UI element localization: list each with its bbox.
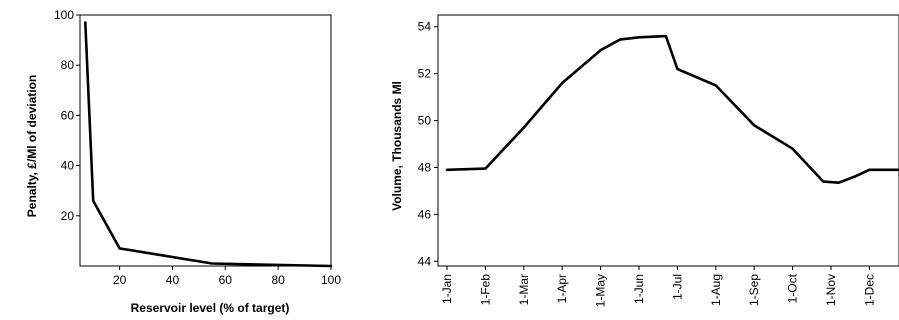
x-tick-label: 1-Apr: [555, 274, 569, 303]
y-tick-label: 52: [418, 67, 432, 81]
y-tick-label: 54: [418, 20, 432, 34]
x-tick-label: 1-Dec: [862, 274, 876, 306]
x-tick-label: 80: [271, 273, 285, 287]
x-ticks-volume: 1-Jan 1-Feb 1-Mar 1-Apr 1-May 1-Jun 1-Jul 1-Aug…: [440, 266, 876, 307]
y-ticks-penalty: 20 40 60 80 100: [54, 8, 80, 223]
x-tick-label: 1-Jun: [632, 274, 646, 304]
y-tick-label: 46: [418, 207, 432, 221]
plot-frame-penalty: [79, 14, 332, 267]
x-tick-label: 20: [113, 273, 127, 287]
x-tick-label: 1-Oct: [786, 273, 800, 303]
y-tick-label: 48: [418, 160, 432, 174]
x-tick-label: 1-Nov: [824, 274, 838, 306]
x-tick-label: 1-Mar: [517, 274, 531, 305]
volume-curve: [445, 34, 899, 184]
y-tick-label: 60: [61, 108, 75, 122]
x-tick-label: 1-Feb: [478, 274, 492, 306]
x-tick-label: 1-Aug: [709, 274, 723, 306]
penalty-curve: [84, 21, 333, 268]
y-axis-label-volume: Volume, Thousands Ml: [390, 81, 404, 211]
plot-frame-volume: [437, 14, 899, 267]
x-tick-label: 1-Sep: [747, 274, 761, 306]
x-tick-label: 1-Jul: [670, 274, 684, 300]
x-axis-label-reservoir: Reservoir level (% of target): [131, 301, 290, 315]
x-tick-label: 60: [219, 273, 233, 287]
x-ticks-penalty: 20 40 60 80 100: [113, 266, 341, 287]
x-tick-label: 100: [321, 273, 341, 287]
y-ticks-volume: 44 46 48 50 52 54: [418, 20, 438, 268]
x-tick-label: 40: [166, 273, 180, 287]
y-axis-label-penalty: Penalty, £/Ml of deviation: [25, 75, 39, 217]
chart-penalty: Penalty, £/Ml of deviation Reservoir lev…: [25, 8, 341, 315]
y-tick-label: 50: [418, 114, 432, 128]
y-tick-label: 20: [61, 209, 75, 223]
y-tick-label: 80: [61, 58, 75, 72]
x-tick-label: 1-May: [594, 274, 608, 307]
y-tick-label: 40: [61, 159, 75, 173]
x-tick-label: 1-Jan: [440, 274, 454, 304]
y-tick-label: 100: [54, 8, 74, 22]
y-tick-label: 44: [418, 254, 432, 268]
